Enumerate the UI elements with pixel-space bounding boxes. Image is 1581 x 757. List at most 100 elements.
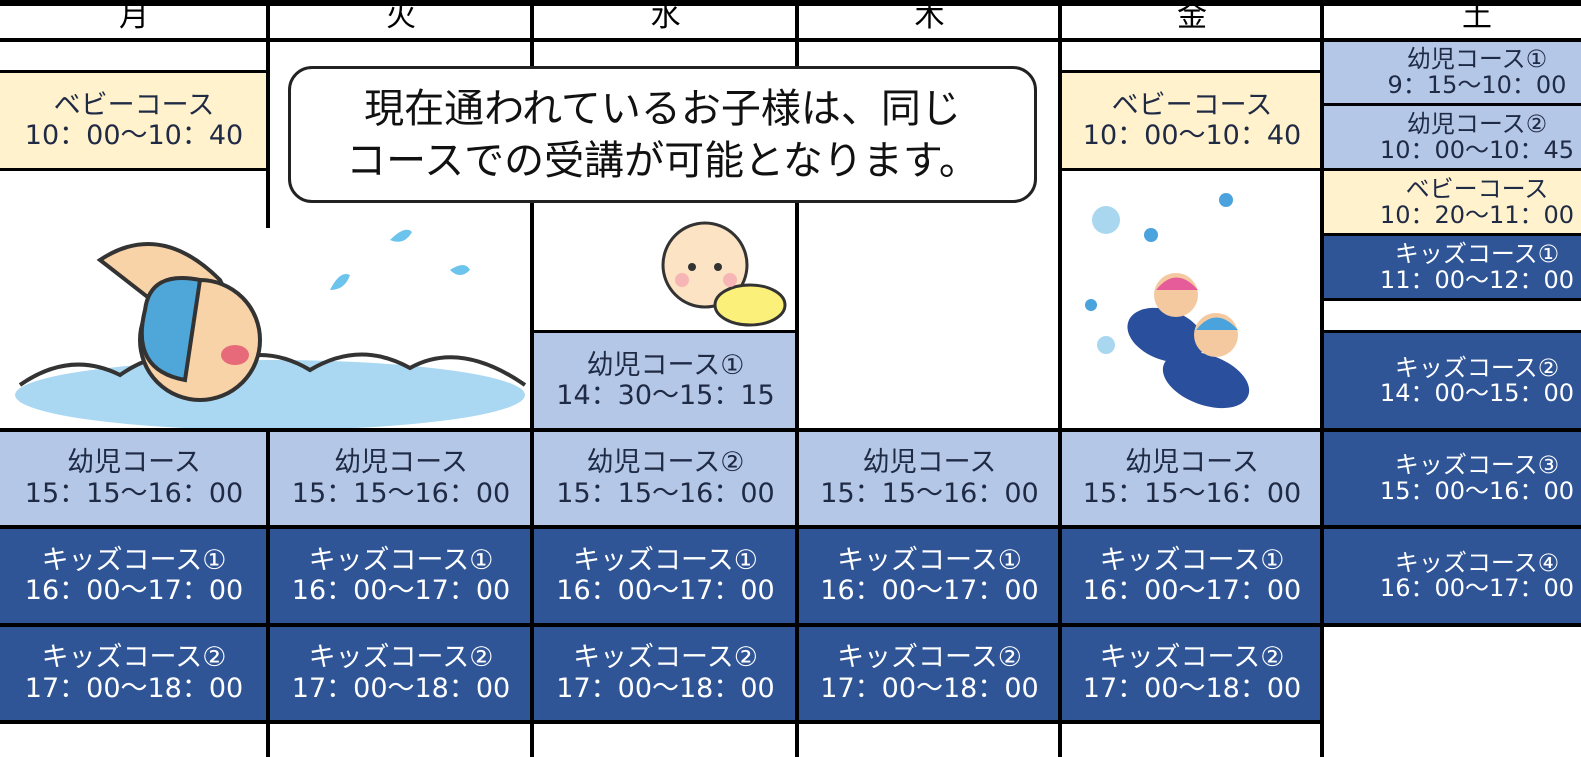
course-cell: 幼児コース② 15：15～16：00: [534, 430, 797, 527]
course-cell: 幼児コース 15：15～16：00: [270, 430, 532, 527]
course-time: 15：15～16：00: [24, 477, 244, 509]
course-course: 幼児コース②: [1406, 110, 1548, 139]
course-cell: キッズコース① 11：00～12：00: [1324, 235, 1581, 300]
course-course: 幼児コース: [334, 447, 468, 479]
course-cell: キッズコース② 17：00～18：00: [799, 625, 1060, 722]
course-course: ベビーコース: [1111, 89, 1273, 121]
course-course: キッズコース①: [837, 544, 1022, 576]
course-cell: キッズコース② 17：00～18：00: [0, 625, 268, 722]
course-cell: 幼児コース② 10：00～10：45: [1324, 105, 1581, 170]
course-course: 幼児コース: [1125, 447, 1259, 479]
course-cell: キッズコース④ 16：00～17：00: [1324, 527, 1581, 625]
course-course: キッズコース①: [573, 544, 758, 576]
course-cell: キッズコース② 14：00～15：00: [1324, 332, 1581, 430]
course-time: 9：15～10：00: [1387, 70, 1567, 99]
course-course: キッズコース②: [573, 642, 758, 674]
course-course: キッズコース②: [1099, 642, 1285, 674]
course-course: キッズコース②: [41, 642, 227, 674]
grid-line: [266, 430, 270, 757]
grid-line: [1322, 298, 1581, 301]
course-course: キッズコース①: [1099, 544, 1285, 576]
grid-line: [1322, 103, 1581, 106]
baby-illustration: [661, 221, 787, 327]
course-time: 16：00～17：00: [820, 575, 1039, 606]
course-time: 15：15～16：00: [1082, 477, 1302, 509]
course-time: 15：15～16：00: [820, 477, 1039, 509]
notice-text: 現在通われているお子様は、同じ: [364, 85, 961, 132]
grid-line: [1060, 168, 1324, 171]
grid-line: [0, 70, 270, 73]
course-cell: 幼児コース 15：15～16：00: [1062, 430, 1322, 527]
course-course: 幼児コース: [862, 447, 997, 479]
course-course: 幼児コース: [67, 447, 201, 479]
course-course: キッズコース①: [41, 544, 227, 576]
kids-illustration: [1085, 193, 1250, 409]
grid-line: [266, 0, 270, 228]
course-cell: キッズコース③ 15：00～16：00: [1324, 430, 1581, 527]
course-cell: キッズコース① 16：00～17：00: [270, 527, 532, 625]
course-time: 11：00～12：00: [1379, 265, 1575, 294]
course-time: 16：00～17：00: [24, 575, 244, 606]
course-time: 14：30～15：15: [556, 380, 775, 411]
course-cell: キッズコース① 16：00～17：00: [1062, 527, 1322, 625]
course-cell: キッズコース① 16：00～17：00: [0, 527, 268, 625]
course-time: 17：00～18：00: [291, 672, 511, 704]
course-course: キッズコース②: [308, 642, 494, 674]
course-time: 16：00～17：00: [556, 575, 775, 606]
course-time: 10：00～10：40: [1082, 120, 1302, 151]
grid-line: [0, 720, 1322, 724]
course-cell: キッズコース② 17：00～18：00: [534, 625, 797, 722]
course-cell: キッズコース① 16：00～17：00: [534, 527, 797, 625]
course-course: キッズコース①: [1394, 240, 1560, 269]
course-cell: キッズコース② 17：00～18：00: [270, 625, 532, 722]
swimmer-illustration: [15, 229, 527, 430]
course-course: ベビーコース: [1405, 175, 1549, 204]
course-time: 16：00～17：00: [291, 575, 511, 606]
course-cell: 幼児コース① 9：15～10：00: [1324, 40, 1581, 105]
course-time: 10：20～11：00: [1379, 200, 1575, 229]
course-cell: 幼児コース 15：15～16：00: [799, 430, 1060, 527]
grid-line: [1320, 0, 1324, 757]
course-time: 16：00～17：00: [1379, 574, 1575, 602]
course-time: 17：00～18：00: [820, 672, 1039, 704]
course-course: 幼児コース②: [586, 447, 745, 479]
course-course: キッズコース①: [308, 544, 494, 576]
course-time: 16：00～17：00: [1082, 575, 1302, 606]
course-time: 14：00～15：00: [1379, 379, 1575, 407]
grid-line: [1058, 0, 1062, 757]
course-time: 15：00～16：00: [1379, 476, 1575, 505]
grid-line: [0, 38, 1581, 42]
grid-line: [795, 0, 799, 757]
grid-line: [0, 0, 1581, 6]
course-course: 幼児コース①: [1406, 45, 1548, 74]
course-cell: キッズコース② 17：00～18：00: [1062, 625, 1322, 722]
grid-line: [1322, 168, 1581, 171]
course-time: 17：00～18：00: [24, 672, 244, 704]
grid-line: [1322, 233, 1581, 236]
notice-callout: 現在通われているお子様は、同じ コースでの受講が可能となります。: [288, 66, 1037, 203]
course-course: キッズコース②: [837, 642, 1022, 674]
course-cell: ベビーコース 10：20～11：00: [1324, 170, 1581, 235]
course-time: 17：00～18：00: [1082, 672, 1302, 704]
course-course: キッズコース④: [1394, 548, 1560, 577]
course-cell: 幼児コース 15：15～16：00: [0, 430, 268, 527]
grid-line: [1060, 70, 1324, 73]
course-time: 17：00～18：00: [556, 672, 775, 704]
course-course: キッズコース②: [1394, 353, 1560, 382]
course-cell: ベビーコース 10：00～10：40: [0, 72, 268, 170]
course-time: 15：15～16：00: [291, 477, 511, 509]
course-course: キッズコース③: [1394, 451, 1560, 480]
course-cell: 幼児コース① 14：30～15：15: [534, 332, 797, 430]
course-cell: キッズコース① 16：00～17：00: [799, 527, 1060, 625]
grid-line: [0, 168, 270, 171]
course-time: 10：00～10：45: [1379, 135, 1575, 164]
grid-line: [532, 330, 799, 333]
course-cell: ベビーコース 10：00～10：40: [1062, 72, 1322, 170]
grid-line: [530, 0, 534, 757]
course-time: 10：00～10：40: [24, 120, 244, 151]
notice-text: コースでの受講が可能となります。: [346, 137, 979, 184]
grid-line: [0, 623, 1581, 627]
grid-line: [1322, 330, 1581, 333]
grid-line: [0, 428, 1581, 432]
